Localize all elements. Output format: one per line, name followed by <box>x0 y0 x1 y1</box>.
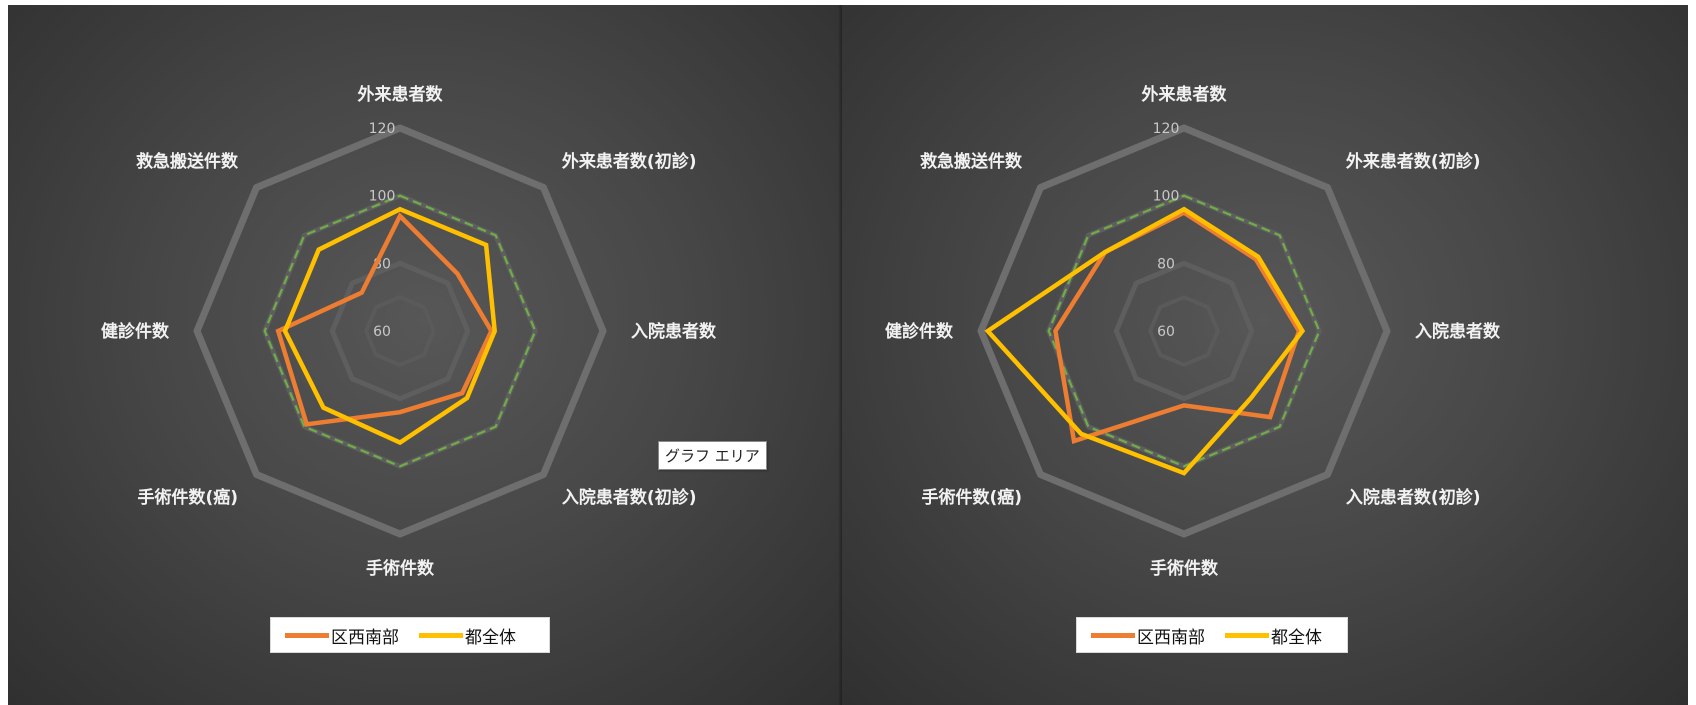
axis-label: 救急搬送件数 <box>136 151 239 172</box>
axis-label: 入院患者数(初診) <box>1346 487 1481 508</box>
axis-label: 健診件数 <box>885 321 954 342</box>
legend-label-series-1: 区西南部 <box>1137 627 1205 648</box>
radar-plot-area[interactable]: 6080100120外来患者数外来患者数(初診)入院患者数入院患者数(初診)手術… <box>8 5 842 705</box>
legend-swatch-series-2 <box>419 632 463 638</box>
gridline-inner <box>1148 295 1220 367</box>
gridline-inner <box>364 295 436 367</box>
gridline-100 <box>1046 193 1322 469</box>
legend-item-series-2: 都全体 <box>1225 623 1322 648</box>
legend-item-series-2: 都全体 <box>419 623 516 648</box>
series-line-1[interactable] <box>1053 210 1302 444</box>
legend-item-series-1: 区西南部 <box>1091 623 1205 648</box>
gridline-80 <box>1113 260 1255 402</box>
axis-label: 入院患者数 <box>1415 321 1501 342</box>
radar-chart-right[interactable]: 60 80 100 120 外来患者数外来患者数(初診) 入院患者数入院患者数(初診) 手術… <box>842 5 1688 705</box>
chart-legend[interactable]: 区西南部 都全体 <box>270 617 550 653</box>
legend-swatch-series-1 <box>285 632 329 638</box>
axis-label: 入院患者数 <box>631 321 717 342</box>
chart-area-tooltip: グラフ エリア <box>658 441 767 470</box>
series-line-1[interactable] <box>275 212 494 427</box>
tick-label: 60 <box>1157 324 1175 340</box>
axis-label: 手術件数 <box>1150 558 1219 579</box>
gridline-80 <box>329 260 471 402</box>
tick-label: 60 <box>373 324 391 340</box>
tick-label: 100 <box>369 189 396 205</box>
radar-chart-left[interactable]: 60 80 100 120 外来患者数 外来患者数(初診) 入院患者数 入院患者数(初診) 手術… <box>8 5 842 705</box>
chart-legend[interactable]: 区西南部 都全体 <box>1076 617 1348 653</box>
gridline-120 <box>977 124 1391 538</box>
axis-label: 健診件数 <box>101 321 170 342</box>
series-line-2[interactable] <box>984 206 1306 476</box>
axis-label: 手術件数 <box>366 558 435 579</box>
axis-label: 入院患者数(初診) <box>562 487 697 508</box>
tick-label: 120 <box>1153 121 1180 137</box>
axis-label: 救急搬送件数 <box>920 151 1023 172</box>
legend-label-series-2: 都全体 <box>465 627 516 648</box>
legend-item-series-1: 区西南部 <box>285 623 399 648</box>
reference-line <box>263 194 537 468</box>
axis-label: 外来患者数 <box>358 84 444 105</box>
axis-label: 外来患者数 <box>1142 84 1228 105</box>
tick-label: 100 <box>1153 189 1180 205</box>
axis-label: 手術件数(癌) <box>138 487 239 508</box>
series-line-2[interactable] <box>282 206 497 446</box>
legend-label-series-2: 都全体 <box>1271 627 1322 648</box>
gridline-120 <box>193 124 607 538</box>
tick-label: 80 <box>1157 256 1175 272</box>
reference-line <box>1047 194 1321 468</box>
axis-label: 手術件数(癌) <box>922 487 1023 508</box>
axis-label: 外来患者数(初診) <box>562 151 697 172</box>
legend-swatch-series-1 <box>1091 632 1135 638</box>
axis-label: 外来患者数(初診) <box>1346 151 1481 172</box>
legend-label-series-1: 区西南部 <box>331 627 399 648</box>
tick-label: 120 <box>369 121 396 137</box>
legend-swatch-series-2 <box>1225 632 1269 638</box>
